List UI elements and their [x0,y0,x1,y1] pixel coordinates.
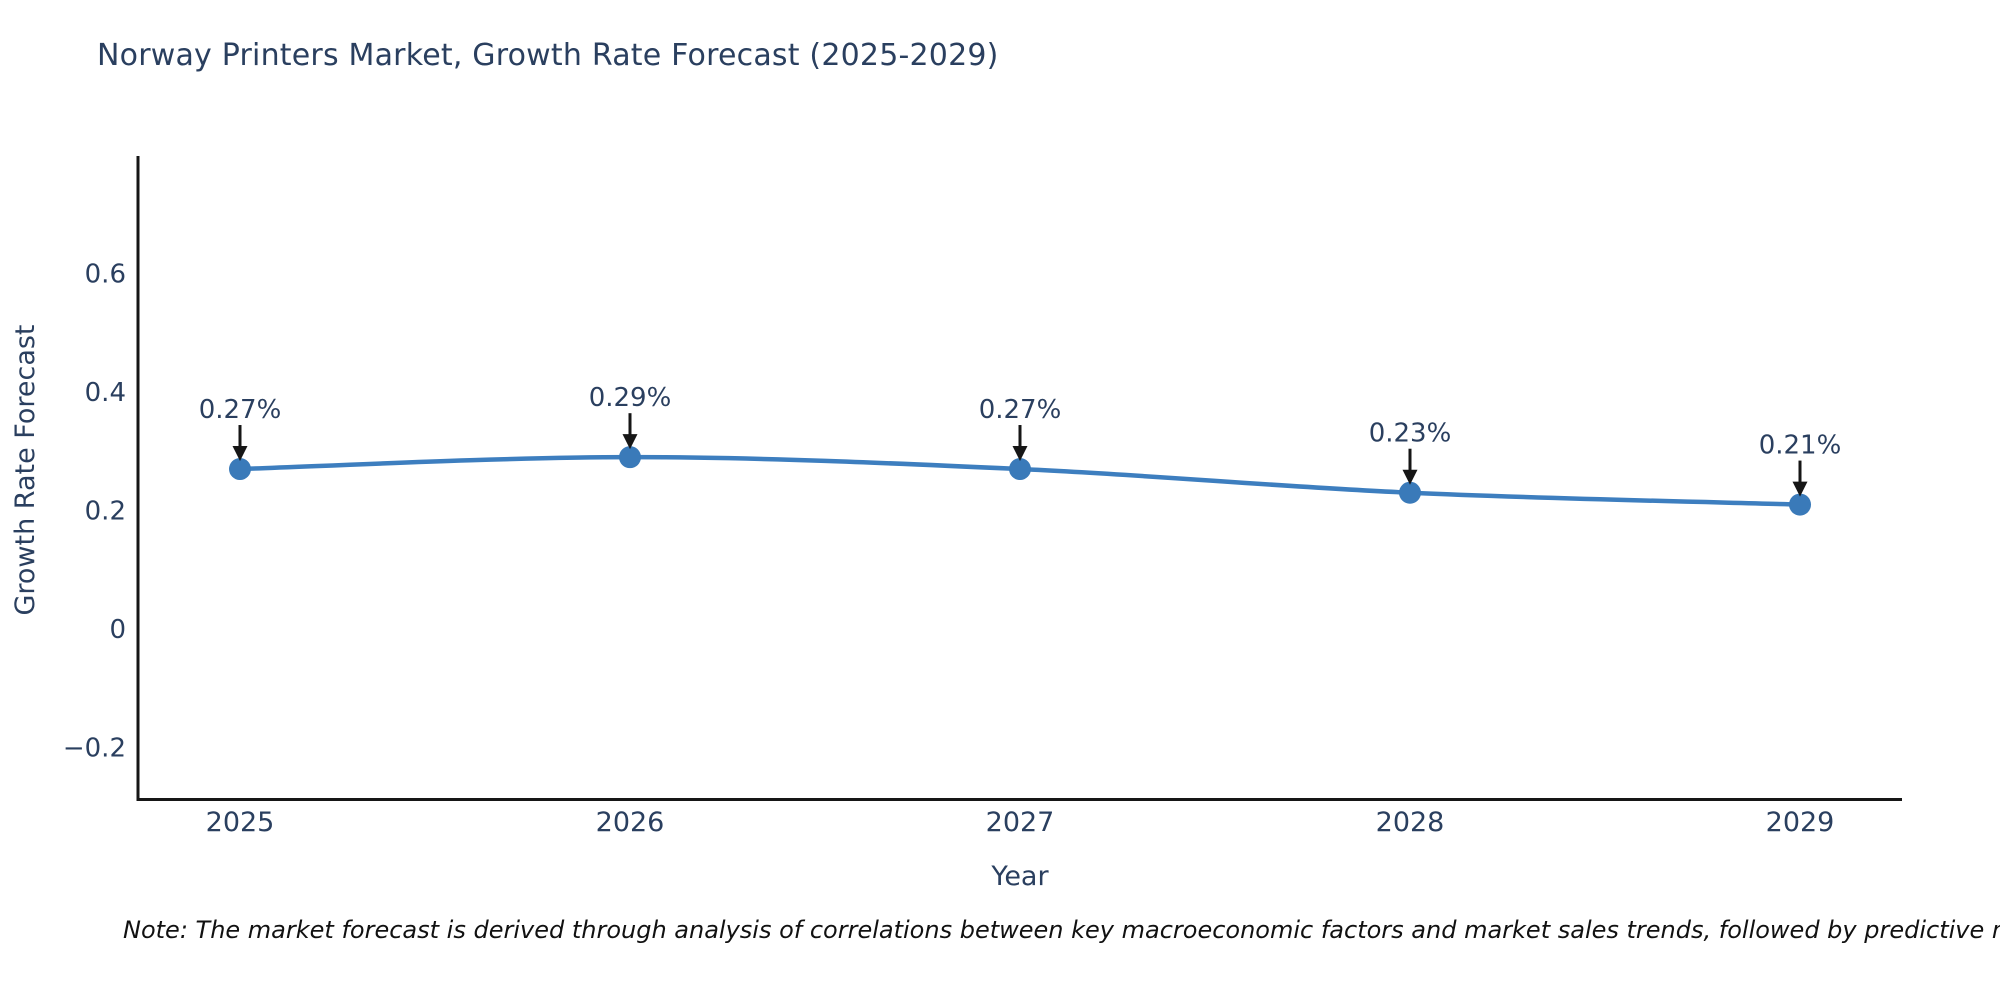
data-point-2028[interactable] [1399,481,1421,504]
x-tick-label: 2029 [1766,807,1835,838]
chart-title: Norway Printers Market, Growth Rate Fore… [97,38,999,73]
x-tick-label: 2028 [1376,807,1445,838]
annotation-arrowhead-icon [1402,469,1418,485]
data-point-2029[interactable] [1789,493,1811,516]
data-point-2025[interactable] [229,458,251,481]
y-tick-label: 0.2 [85,497,126,527]
point-annotation-label: 0.29% [589,383,672,413]
data-point-2027[interactable] [1009,458,1031,481]
annotation-arrowhead-icon [232,446,248,462]
annotation-arrowhead-icon [1792,481,1808,497]
point-annotation-label: 0.23% [1369,419,1452,449]
y-tick-label: 0.4 [85,378,126,408]
point-annotation-label: 0.21% [1759,431,1842,461]
chart-footnote: Note: The market forecast is derived thr… [123,916,2000,944]
annotation-arrowhead-icon [1012,446,1028,462]
y-tick-label: 0 [109,615,126,645]
point-annotation-label: 0.27% [199,395,282,425]
x-tick-label: 2027 [986,807,1055,838]
y-tick-label: 0.6 [85,260,126,290]
point-annotation-label: 0.27% [979,395,1062,425]
annotation-arrowhead-icon [622,434,638,450]
y-tick-label: −0.2 [63,734,126,764]
x-axis-title: Year [990,861,1049,892]
data-point-2026[interactable] [619,446,641,469]
x-tick-label: 2025 [206,807,275,838]
y-axis-title: Growth Rate Forecast [10,324,41,615]
x-tick-label: 2026 [596,807,665,838]
